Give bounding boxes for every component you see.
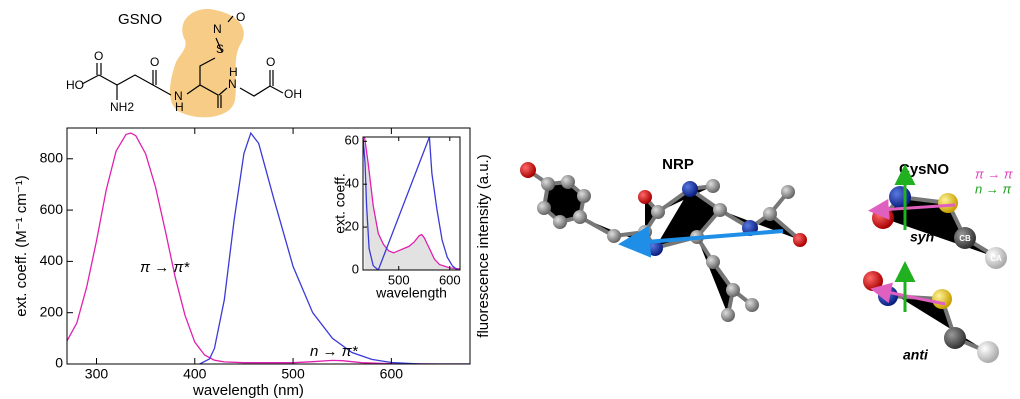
y-tick-label: 60 xyxy=(345,133,359,148)
x-tick-label: 300 xyxy=(85,366,109,382)
x-axis-label: wavelength xyxy=(375,285,447,301)
nrp-title: NRP xyxy=(662,156,694,173)
atom-label: CA xyxy=(990,254,1002,263)
atom-label: O xyxy=(94,49,103,63)
atom-label: HO xyxy=(66,78,84,92)
atom-label: O xyxy=(150,55,159,69)
atom-label: H xyxy=(175,100,184,114)
gsno-title: GSNO xyxy=(118,11,162,28)
atom-label: OH xyxy=(284,87,302,101)
conformer-label: syn xyxy=(910,229,934,245)
x-axis-label: wavelength (nm) xyxy=(192,382,304,399)
y-tick-label: 800 xyxy=(40,149,64,165)
y-axis-label: ext. coeff. (M⁻¹ cm⁻¹) xyxy=(13,175,30,316)
atom-label: N xyxy=(228,77,237,91)
cysno-title: CysNO xyxy=(899,161,949,178)
y-tick-label: 600 xyxy=(40,201,64,217)
y-axis-label: ext. coeff. xyxy=(332,173,348,233)
annotation: n → π* xyxy=(310,343,359,360)
cysno-molecule: CysNO syn CB CA anti π → π n → π xyxy=(863,161,1013,363)
atom-label: NH2 xyxy=(110,100,134,114)
conformer-label: anti xyxy=(903,347,929,363)
gsno-structure: GSNO N O S O HO NH2 N H O H N O OH xyxy=(66,9,302,117)
y-tick-label: 0 xyxy=(55,355,63,371)
atom-label: S xyxy=(216,42,224,56)
figure: GSNO N O S O HO NH2 N H O H N O OH NRP C… xyxy=(0,0,1020,399)
legend-entry: π → π xyxy=(975,166,1013,181)
x-tick-label: 600 xyxy=(380,366,404,382)
atom-label: O xyxy=(236,10,245,24)
legend-entry: n → π xyxy=(975,181,1011,196)
atom-label: O xyxy=(266,55,275,69)
y2-axis-label: fluorescence intensity (a.u.) xyxy=(475,154,492,337)
y-tick-label: 400 xyxy=(40,252,64,268)
y-tick-label: 0 xyxy=(352,261,359,276)
annotation: π → π* xyxy=(140,259,190,276)
atom-label: N xyxy=(213,22,222,36)
y-tick-label: 200 xyxy=(40,303,64,319)
atom-label: CB xyxy=(959,234,971,243)
x-tick-label: 400 xyxy=(183,366,207,382)
nrp-molecule: NRP xyxy=(520,156,807,322)
x-tick-label: 500 xyxy=(281,366,305,382)
